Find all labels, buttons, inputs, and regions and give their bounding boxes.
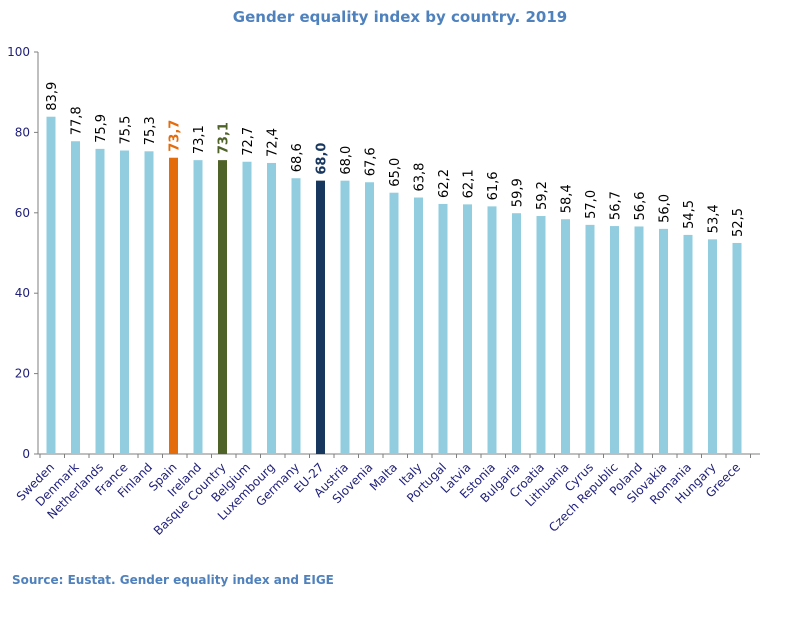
value-label: 56,6 [633, 192, 648, 221]
bar [71, 141, 80, 454]
bar [585, 224, 595, 454]
bar [389, 192, 399, 454]
value-label: 63,8 [413, 163, 428, 192]
bar [463, 204, 472, 454]
y-tick-label: 20 [15, 367, 30, 381]
value-label: 57,0 [584, 190, 599, 219]
bar [438, 203, 448, 454]
bar [708, 239, 717, 454]
bar [414, 197, 423, 455]
value-label: 53,4 [707, 204, 722, 233]
y-axis: 0 20 40 60 80 100 [7, 45, 760, 461]
value-label: 65,0 [388, 158, 403, 187]
bar [536, 216, 546, 454]
value-label: 62,1 [462, 169, 477, 198]
y-tick-label: 60 [15, 206, 30, 220]
x-axis-labels: SwedenDenmarkNetherlandsFranceFinlandSpa… [14, 460, 743, 538]
value-label: 68,0 [339, 146, 354, 175]
value-label: 54,5 [682, 200, 697, 229]
value-label: 59,2 [535, 181, 550, 210]
bar [340, 180, 350, 454]
bar [634, 226, 644, 454]
y-tick-label: 40 [15, 286, 30, 300]
value-label: 67,6 [364, 147, 379, 176]
value-label: 72,4 [266, 128, 281, 157]
bar [365, 182, 374, 455]
bar [120, 150, 129, 455]
value-label: 73,1 [217, 122, 232, 154]
x-tick-label: Malta [367, 460, 400, 493]
value-label: 83,9 [45, 82, 60, 111]
value-label: 52,5 [731, 208, 746, 237]
bar [218, 160, 227, 454]
value-label: 77,8 [70, 106, 85, 135]
bar [169, 157, 178, 454]
value-label: 73,7 [168, 120, 183, 152]
y-tick-label: 100 [7, 45, 30, 59]
bar [610, 226, 619, 454]
value-label: 75,5 [119, 116, 134, 145]
value-label: 75,9 [94, 114, 109, 143]
bar [732, 242, 742, 454]
bar [267, 162, 276, 454]
bar [487, 206, 497, 454]
bar [316, 180, 325, 454]
bar [95, 148, 105, 454]
value-label: 73,1 [192, 125, 207, 154]
bar [242, 161, 252, 454]
bar [561, 219, 570, 454]
bar [46, 116, 56, 455]
bar [659, 228, 668, 454]
y-tick-label: 80 [15, 125, 30, 139]
value-label: 72,7 [241, 127, 256, 156]
chart-source: Source: Eustat. Gender equality index an… [12, 573, 334, 587]
bar [683, 234, 693, 454]
value-label: 62,2 [437, 169, 452, 198]
bars [46, 116, 742, 455]
value-label: 75,3 [143, 116, 158, 145]
value-labels: 83,9 77,8 75,9 75,5 75,3 73,7 73,1 73,1 72,7 72,4… [45, 82, 746, 237]
value-label: 56,7 [609, 191, 624, 220]
bar [291, 178, 301, 454]
value-label: 58,4 [560, 184, 575, 213]
bar [193, 160, 203, 454]
value-label: 61,6 [486, 171, 501, 200]
value-label: 59,9 [511, 178, 526, 207]
chart-title: Gender equality index by country. 2019 [232, 8, 568, 26]
y-tick-label: 0 [22, 447, 30, 461]
value-label: 68,6 [290, 143, 305, 172]
bar [144, 151, 154, 454]
value-label: 68,0 [315, 143, 330, 175]
bar [512, 213, 521, 454]
value-label: 56,0 [658, 194, 673, 223]
